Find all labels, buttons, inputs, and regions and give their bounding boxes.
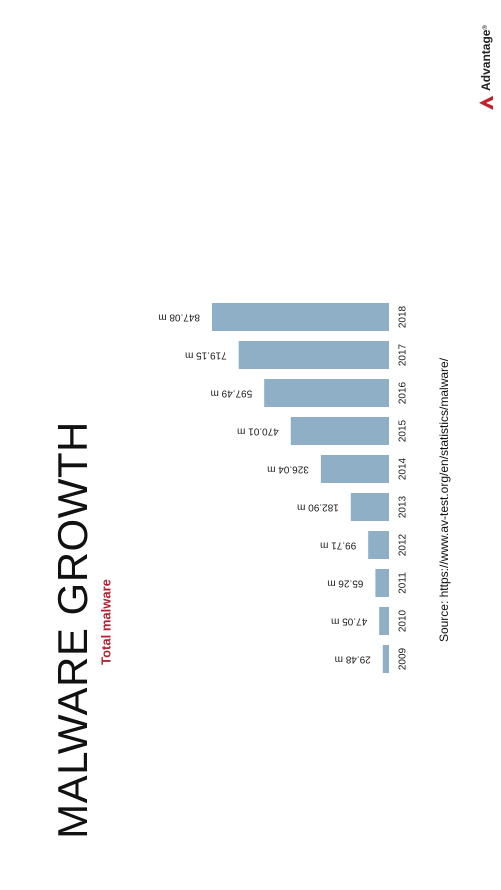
category-label-2018: 2018 — [398, 305, 409, 328]
bar-2013 — [350, 493, 389, 521]
category-label-2017: 2017 — [398, 343, 409, 366]
category-label-2013: 2013 — [398, 495, 409, 518]
category-label-2010: 2010 — [398, 609, 409, 632]
bar-2010 — [379, 607, 389, 635]
bar-2018 — [212, 303, 389, 331]
value-label-2016: 597.49 m — [210, 387, 252, 398]
bar-2015 — [290, 417, 389, 445]
value-label-2017: 719.15 m — [185, 349, 227, 360]
value-label-2014: 326.04 m — [267, 463, 309, 474]
bar-2017 — [238, 341, 389, 369]
logo-text: Advantage — [479, 29, 493, 91]
bar-2016 — [264, 379, 389, 407]
value-label-2018: 847.08 m — [158, 311, 200, 322]
bar-2012 — [368, 531, 389, 559]
category-label-2016: 2016 — [398, 381, 409, 404]
value-label-2012: 99.71 m — [320, 539, 356, 550]
value-label-2009: 29.48 m — [335, 653, 371, 664]
advantage-logo-icon — [479, 95, 493, 110]
category-label-2014: 2014 — [398, 457, 409, 480]
category-label-2009: 2009 — [398, 647, 409, 670]
source-note: Source: https://www.av-test.org/en/stati… — [437, 357, 451, 643]
value-label-2015: 470.01 m — [237, 425, 279, 436]
bar-2014 — [320, 455, 389, 483]
category-label-2012: 2012 — [398, 533, 409, 556]
bar-2011 — [375, 569, 389, 597]
value-label-2013: 182.90 m — [297, 501, 339, 512]
category-label-2011: 2011 — [398, 572, 409, 594]
category-label-2015: 2015 — [398, 419, 409, 442]
value-label-2010: 47.05 m — [331, 615, 367, 626]
bar-2009 — [382, 645, 389, 673]
value-label-2011: 65.26 m — [327, 577, 363, 588]
logo-registered-mark: ® — [483, 25, 489, 30]
brand-logo: Advantage ® — [478, 25, 494, 111]
